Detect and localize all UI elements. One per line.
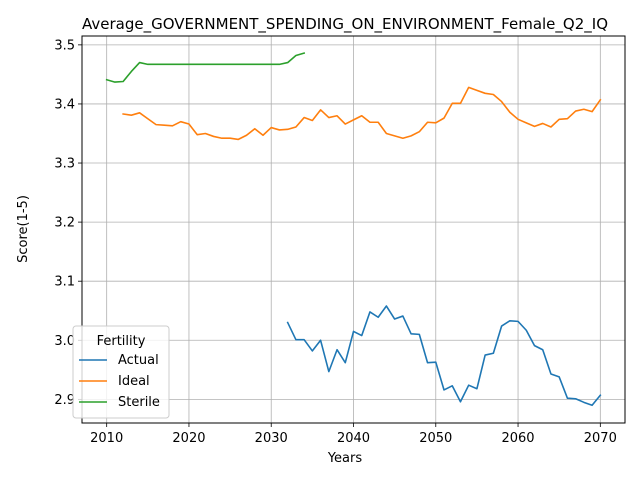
y-tick-label: 3.1	[54, 275, 75, 290]
y-tick-label: 2.9	[54, 393, 75, 408]
x-axis-ticks: 2010 2020 2030 2040 2050 2060 2070	[90, 423, 617, 446]
x-tick-label: 2020	[172, 431, 205, 446]
x-tick-label: 2030	[255, 431, 288, 446]
grid-lines	[82, 36, 625, 423]
x-tick-label: 2050	[419, 431, 452, 446]
x-axis-label: Years	[327, 451, 363, 466]
legend-entry-ideal: Ideal	[118, 374, 150, 389]
legend-entry-sterile: Sterile	[118, 395, 160, 410]
x-tick-label: 2010	[90, 431, 123, 446]
legend-box	[72, 325, 170, 419]
x-tick-label: 2060	[501, 431, 534, 446]
y-tick-label: 3.4	[54, 97, 75, 112]
series-line-ideal	[122, 86, 602, 141]
chart-title: Average_GOVERNMENT_SPENDING_ON_ENVIRONME…	[82, 15, 608, 34]
legend-title: Fertility	[97, 334, 146, 349]
legend-entries: Actual Ideal Sterile	[79, 353, 160, 410]
legend: Fertility Actual Ideal Sterile	[72, 325, 170, 419]
y-tick-label: 3.3	[54, 157, 75, 172]
y-tick-label: 3.5	[54, 38, 75, 53]
x-tick-label: 2040	[337, 431, 370, 446]
y-tick-label: 3.2	[54, 216, 75, 231]
legend-entry-actual: Actual	[118, 353, 159, 368]
y-axis-label: Score(1-5)	[16, 195, 31, 263]
y-axis-ticks: 2.9 3.0 3.1 3.2 3.3 3.4 3.5	[54, 38, 82, 408]
x-tick-label: 2070	[584, 431, 617, 446]
series-line-sterile	[105, 52, 306, 83]
y-tick-label: 3.0	[54, 334, 75, 349]
series-line-actual	[286, 305, 602, 407]
series-layer	[105, 52, 602, 407]
